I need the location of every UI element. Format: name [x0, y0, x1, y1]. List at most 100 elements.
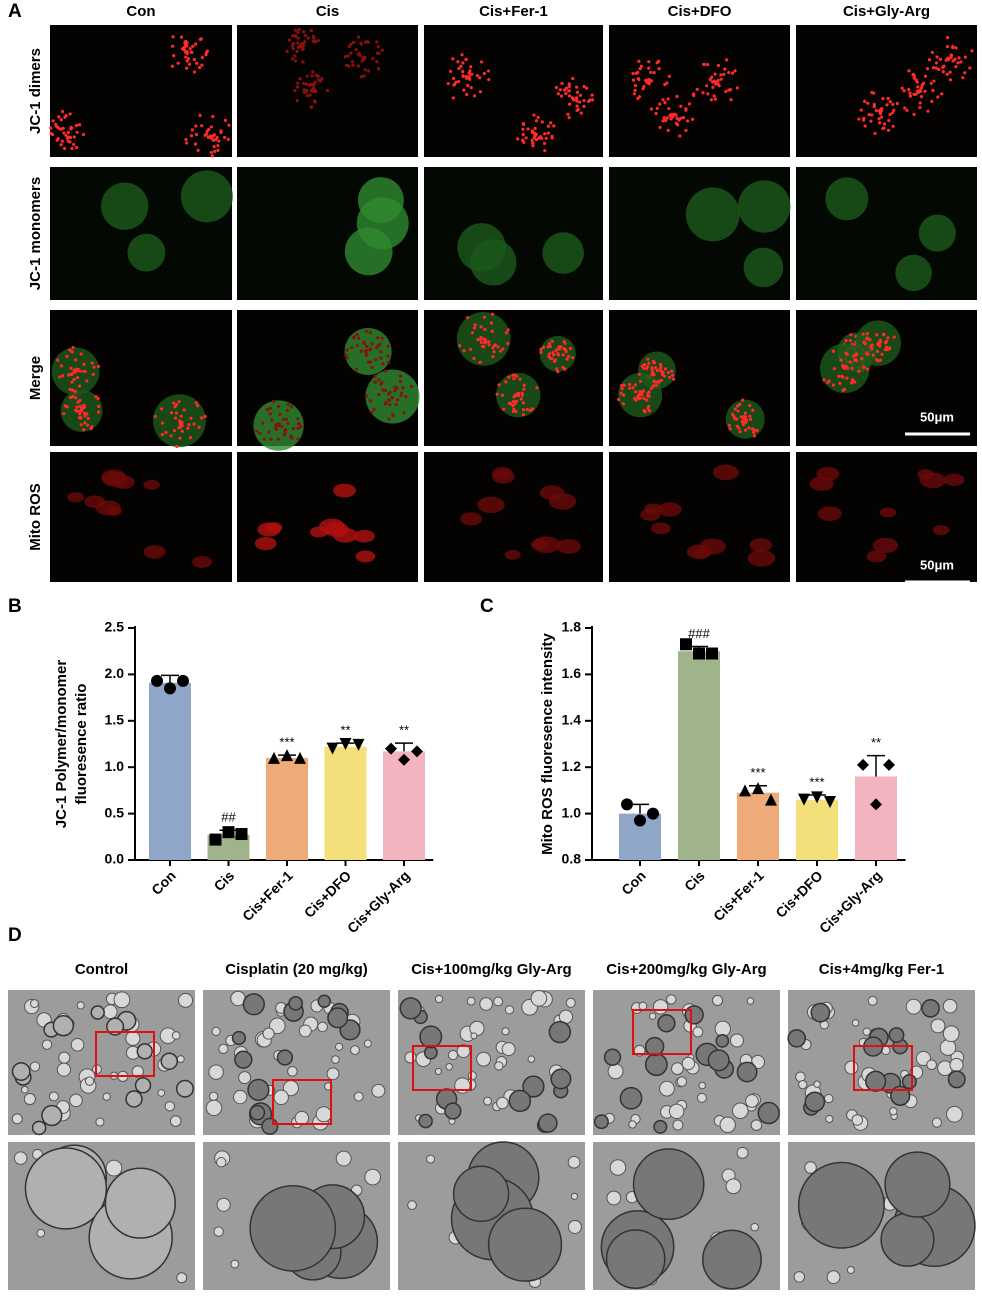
- x-tick-label: Cis: [211, 867, 238, 894]
- dot: [363, 68, 367, 72]
- dot: [491, 346, 495, 350]
- dot: [185, 141, 189, 145]
- dot: [210, 154, 214, 158]
- dot: [912, 112, 916, 117]
- vesicle: [426, 1154, 436, 1164]
- dot: [486, 69, 491, 73]
- dot: [716, 82, 720, 86]
- vesicle: [404, 1051, 417, 1064]
- cell-red: [353, 529, 375, 543]
- dot: [668, 375, 672, 380]
- dot: [550, 134, 554, 138]
- dot: [305, 94, 310, 98]
- dot: [617, 397, 621, 402]
- micrograph: [49, 25, 232, 158]
- dot: [882, 122, 887, 126]
- dot: [564, 86, 569, 90]
- dot: [653, 366, 658, 370]
- vesicle: [745, 1094, 759, 1108]
- dot: [261, 421, 265, 425]
- mitochondrion: [261, 1117, 279, 1135]
- dot: [860, 357, 864, 361]
- dot: [666, 128, 670, 132]
- dot: [478, 90, 483, 94]
- dot: [884, 345, 889, 349]
- mitochondrion: [134, 1077, 152, 1094]
- dot: [871, 353, 875, 357]
- dot: [291, 34, 295, 38]
- dot: [567, 84, 571, 89]
- dot: [55, 138, 59, 142]
- dot: [301, 60, 305, 64]
- dot: [371, 57, 375, 61]
- dot: [296, 36, 300, 40]
- x-tick-label: Cis+DFO: [772, 867, 825, 920]
- em-image: [788, 1142, 976, 1290]
- dot: [216, 143, 220, 148]
- dot: [311, 34, 315, 39]
- vesicle: [926, 1059, 937, 1071]
- dot: [78, 398, 82, 403]
- dot: [306, 36, 310, 40]
- dot: [518, 377, 522, 381]
- dot: [845, 352, 849, 356]
- dot: [908, 94, 913, 98]
- dot: [567, 82, 571, 86]
- mitochondrion: [653, 1119, 668, 1134]
- dot: [213, 149, 217, 153]
- dot: [585, 86, 589, 90]
- dot: [859, 108, 863, 112]
- dot: [312, 86, 316, 90]
- dot: [285, 49, 289, 53]
- dot: [475, 73, 479, 78]
- vesicle: [470, 1032, 478, 1040]
- dot: [195, 61, 199, 65]
- cell-red: [872, 537, 899, 554]
- dot: [870, 346, 874, 351]
- mitochondrion: [231, 1030, 247, 1046]
- vesicle: [793, 1271, 806, 1283]
- dot: [189, 134, 194, 138]
- cell-red: [532, 536, 561, 553]
- mitochondrion: [804, 1091, 826, 1113]
- dot: [185, 59, 189, 63]
- dot: [383, 369, 388, 373]
- dot: [514, 399, 519, 403]
- dot: [550, 357, 554, 361]
- data-point: [811, 791, 823, 804]
- dot: [888, 100, 892, 104]
- dot: [650, 366, 654, 370]
- dot: [945, 36, 950, 40]
- mitochondrion: [249, 1104, 266, 1121]
- dot: [487, 77, 491, 82]
- dot: [657, 59, 661, 63]
- dot: [934, 61, 939, 65]
- dot: [284, 417, 288, 421]
- dot: [188, 436, 193, 440]
- dot: [954, 46, 958, 50]
- dot: [289, 405, 293, 409]
- dot: [81, 428, 86, 432]
- dot: [633, 83, 638, 88]
- dot: [97, 404, 101, 408]
- scale-bar-label: 50μm: [920, 409, 954, 424]
- dot: [639, 64, 644, 68]
- mitochondrion: [52, 1014, 75, 1037]
- dot: [840, 374, 844, 378]
- dot: [926, 109, 930, 113]
- dot: [312, 83, 316, 87]
- dot: [654, 380, 658, 384]
- dot: [164, 430, 168, 435]
- dot: [456, 60, 460, 64]
- dot: [290, 57, 295, 61]
- panel-letter: B: [8, 596, 22, 617]
- x-tick-label: Cis+Gly-Arg: [816, 867, 885, 936]
- dot: [265, 407, 270, 412]
- dot: [211, 115, 215, 119]
- dot: [556, 92, 560, 96]
- dot: [60, 374, 65, 378]
- column-label: Cis+DFO: [668, 3, 732, 20]
- dot: [465, 92, 469, 97]
- dot: [174, 411, 179, 415]
- dot: [490, 329, 494, 333]
